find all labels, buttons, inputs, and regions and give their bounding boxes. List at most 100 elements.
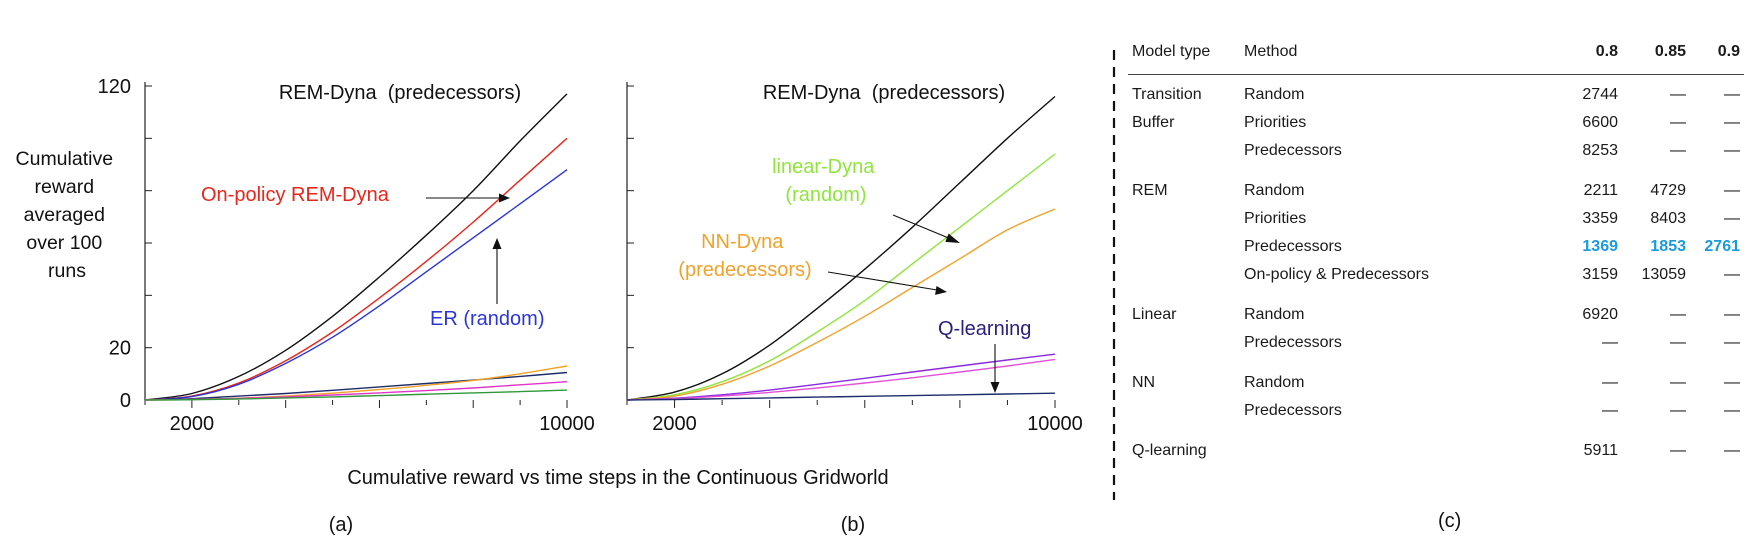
- annotation-er-random: ER (random): [430, 308, 544, 330]
- table-row: NN Random — — —: [1128, 369, 1744, 397]
- annotation-on-policy-rem-dyna: On-policy REM-Dyna: [201, 184, 390, 206]
- series-line-2: [144, 169, 568, 401]
- cell-v085: —: [1670, 442, 1686, 459]
- x-tick-label: 2000: [170, 413, 215, 435]
- table-row: Transition Random 2744 — —: [1128, 75, 1744, 110]
- arrowhead-linear-dyna: [945, 233, 960, 243]
- series-line-3: [626, 353, 1056, 401]
- table-header-row: Model type Method 0.8 0.85 0.9: [1128, 40, 1744, 75]
- table-spacer: [1128, 289, 1744, 301]
- cell-v09: —: [1724, 114, 1740, 131]
- table-spacer: [1128, 357, 1744, 369]
- cell-v08: 6600: [1582, 114, 1618, 131]
- table-row: Predecessors 1369 1853 2761: [1128, 233, 1744, 261]
- y-label-line: Cumulative: [16, 148, 114, 170]
- table-row: Predecessors — — —: [1128, 397, 1744, 425]
- cell-model: NN: [1132, 374, 1156, 391]
- header-0-9: 0.9: [1690, 40, 1744, 75]
- y-tick-label: 20: [109, 338, 131, 360]
- annotation-line: NN-Dyna: [701, 231, 784, 253]
- cell-method: Random: [1244, 306, 1305, 323]
- series-line-1: [626, 153, 1056, 401]
- cell-v08: 3159: [1582, 266, 1618, 283]
- cell-v085: —: [1670, 334, 1686, 351]
- cell-v085: 4729: [1650, 182, 1686, 199]
- annotation-nn-dyna: NN-Dyna (predecessors): [678, 231, 811, 281]
- series-line-4: [626, 358, 1056, 401]
- cell-v09: —: [1724, 182, 1740, 199]
- cell-v09: —: [1724, 266, 1740, 283]
- annotation-line: (predecessors): [678, 259, 811, 281]
- table-row: Priorities 3359 8403 —: [1128, 205, 1744, 233]
- cell-model: [1128, 397, 1240, 425]
- shared-caption: Cumulative reward vs time steps in the C…: [347, 467, 888, 489]
- table-row: Linear Random 6920 — —: [1128, 301, 1744, 329]
- annotation-line: (random): [785, 184, 866, 206]
- table-row: Predecessors 8253 — —: [1128, 137, 1744, 165]
- series-line-4: [144, 365, 568, 401]
- cell-v085: —: [1670, 306, 1686, 323]
- table-row: On-policy & Predecessors 3159 13059 —: [1128, 261, 1744, 289]
- header-method: Method: [1240, 40, 1554, 75]
- cell-model: Q-learning: [1132, 442, 1207, 459]
- annotation-q-learning: Q-learning: [938, 318, 1031, 340]
- cell-model: [1128, 205, 1240, 233]
- cell-v08: —: [1602, 402, 1618, 419]
- cell-v085: —: [1670, 114, 1686, 131]
- cell-v09: —: [1724, 142, 1740, 159]
- cell-v09: —: [1724, 306, 1740, 323]
- arrowhead-nn-dyna: [935, 286, 947, 295]
- cell-v08: 6920: [1582, 306, 1618, 323]
- cell-model: Linear: [1132, 306, 1177, 323]
- panel-b-title: REM-Dyna (predecessors): [763, 82, 1005, 104]
- cell-model: REM: [1132, 182, 1168, 199]
- table-row: Buffer Priorities 6600 — —: [1128, 109, 1744, 137]
- cell-model: [1128, 137, 1240, 165]
- panel-a-chart: 0 20 120 2000 10000 REM-Dyna (predecessors)…: [16, 76, 595, 536]
- cell-method: [1240, 437, 1554, 465]
- cell-v08: 2211: [1583, 182, 1618, 199]
- panel-c-label: (c): [1438, 510, 1462, 532]
- panel-a-y-label: Cumulative reward averaged over 100 runs: [16, 148, 119, 282]
- series-line-3: [144, 371, 568, 401]
- results-table: Model type Method 0.8 0.85 0.9 Transitio…: [1128, 40, 1744, 465]
- cell-v08: 2744: [1582, 86, 1618, 103]
- cell-v085: 13059: [1641, 266, 1687, 283]
- cell-v085: —: [1670, 86, 1686, 103]
- cell-v08: 5911: [1583, 442, 1618, 459]
- table-row: Predecessors — — —: [1128, 329, 1744, 357]
- series-line-1: [144, 137, 568, 401]
- table-spacer: [1128, 165, 1744, 177]
- header-0-8: 0.8: [1554, 40, 1622, 75]
- y-tick-label: 0: [120, 390, 131, 412]
- cell-v08: 1369: [1582, 238, 1618, 255]
- cell-method: On-policy & Predecessors: [1244, 266, 1429, 283]
- annotation-line: linear-Dyna: [772, 156, 875, 178]
- table-row: Q-learning 5911 — —: [1128, 437, 1744, 465]
- cell-v085: —: [1670, 374, 1686, 391]
- cell-v09: —: [1724, 402, 1740, 419]
- cell-v09: —: [1724, 86, 1740, 103]
- cell-v08: 3359: [1582, 210, 1618, 227]
- header-model-type: Model type: [1128, 40, 1240, 75]
- cell-method: Predecessors: [1244, 334, 1342, 351]
- cell-method: Random: [1244, 86, 1305, 103]
- cell-v08: —: [1602, 374, 1618, 391]
- cell-method: Random: [1244, 374, 1305, 391]
- cell-v085: 8403: [1650, 210, 1686, 227]
- header-0-85: 0.85: [1622, 40, 1690, 75]
- cell-v09: 2761: [1704, 238, 1740, 255]
- cell-v09: —: [1724, 374, 1740, 391]
- cell-model: Transition: [1132, 86, 1202, 103]
- panel-b-chart: 2000 10000 REM-Dyna (predecessors) linear…: [626, 82, 1083, 536]
- series-line-6: [144, 389, 568, 401]
- arrowhead-er: [492, 238, 502, 249]
- series-line-2: [626, 208, 1056, 401]
- y-label-line: reward: [34, 176, 94, 198]
- cell-method: Random: [1244, 182, 1305, 199]
- x-tick-label: 10000: [539, 413, 595, 435]
- cell-v09: —: [1724, 334, 1740, 351]
- cell-v08: 8253: [1582, 142, 1618, 159]
- annotation-linear-dyna: linear-Dyna (random): [772, 156, 880, 206]
